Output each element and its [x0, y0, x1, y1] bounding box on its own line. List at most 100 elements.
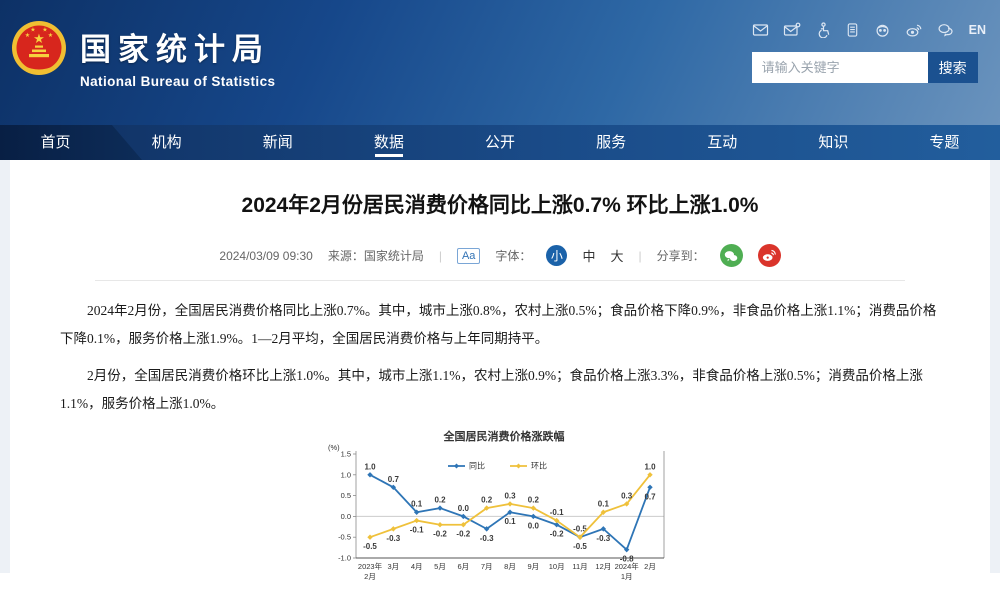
- svg-text:9月: 9月: [527, 562, 539, 571]
- search-button[interactable]: 搜索: [927, 52, 978, 83]
- svg-text:10月: 10月: [549, 562, 565, 571]
- site-banner: ★ ★ ★ ★ ★ 国家统计局 National Bureau of Stati…: [0, 0, 1000, 125]
- banner-icon-row: EN: [752, 21, 986, 39]
- svg-text:0.3: 0.3: [621, 491, 633, 500]
- svg-text:1.0: 1.0: [364, 462, 376, 471]
- wechat-icon[interactable]: [937, 22, 955, 38]
- nav-item-5[interactable]: 服务: [596, 134, 627, 151]
- svg-text:同比: 同比: [469, 460, 485, 470]
- nav-item-3[interactable]: 数据: [373, 134, 404, 151]
- svg-text:-0.3: -0.3: [386, 534, 400, 543]
- svg-text:1.5: 1.5: [341, 449, 351, 458]
- svg-text:-0.1: -0.1: [410, 525, 424, 534]
- svg-text:12月: 12月: [595, 562, 611, 571]
- svg-text:-0.2: -0.2: [550, 529, 564, 538]
- svg-text:0.7: 0.7: [644, 492, 656, 501]
- svg-text:★: ★: [42, 27, 47, 34]
- cpi-line-chart: 全国居民消费价格涨跌幅 (%) 1.5 1.0 0.5 0.0 -0.5 -1.0 2023年 2…: [326, 428, 674, 601]
- article-meta-row: 2024/03/09 09:30 来源：国家统计局 | Aa 字体： 小 中 大…: [95, 244, 905, 267]
- article-title: 2024年2月份居民消费价格同比上涨0.7% 环比上涨1.0%: [241, 194, 759, 217]
- svg-text:★: ★: [30, 27, 35, 34]
- article-page: 2024年2月份居民消费价格同比上涨0.7% 环比上涨1.0% 2024/03/…: [10, 160, 990, 598]
- svg-text:4月: 4月: [411, 562, 423, 571]
- site-title: 国家统计局: [80, 32, 270, 67]
- mobile-client-icon[interactable]: [845, 22, 860, 38]
- svg-text:11月: 11月: [572, 562, 587, 571]
- svg-text:0.0: 0.0: [458, 504, 470, 513]
- paragraph-mom: 2月份，全国居民消费价格环比上涨1.0%。其中，城市上涨1.1%，农村上涨0.9…: [60, 368, 923, 412]
- svg-text:-0.3: -0.3: [480, 534, 494, 543]
- svg-text:-0.2: -0.2: [456, 529, 470, 538]
- svg-text:1.0: 1.0: [644, 462, 656, 471]
- svg-text:0.2: 0.2: [481, 495, 493, 504]
- article-body: 2024年2月份，全国居民消费价格同比上涨0.7%。其中，城市上涨0.8%，农村…: [10, 281, 990, 418]
- svg-text:-0.5: -0.5: [573, 524, 587, 533]
- svg-text:环比: 环比: [531, 460, 547, 470]
- main-nav: 首页 机构 新闻 数据 公开 服务 互动 知识 专题: [0, 125, 1000, 160]
- nav-item-8[interactable]: 专题: [929, 134, 960, 151]
- svg-text:1.0: 1.0: [341, 470, 351, 479]
- font-size-large-button[interactable]: 大: [610, 249, 624, 264]
- svg-text:-1.0: -1.0: [338, 553, 351, 562]
- cpi-chart-svg: 全国居民消费价格涨跌幅(%)1.51.00.50.0-0.5-1.02023年2…: [328, 429, 665, 581]
- share-label: 分享到：: [656, 249, 705, 263]
- publish-datetime: 2024/03/09 09:30: [219, 248, 313, 263]
- svg-text:-0.3: -0.3: [596, 534, 610, 543]
- nav-item-4[interactable]: 公开: [484, 134, 515, 151]
- font-size-medium-button[interactable]: 中: [582, 249, 596, 264]
- svg-text:全国居民消费价格涨跌幅: 全国居民消费价格涨跌幅: [443, 429, 565, 443]
- svg-text:★: ★: [25, 32, 30, 39]
- svg-text:0.3: 0.3: [504, 491, 516, 500]
- svg-text:1月: 1月: [621, 572, 633, 581]
- language-toggle[interactable]: EN: [968, 23, 986, 37]
- paragraph-yoy: 2024年2月份，全国居民消费价格同比上涨0.7%。其中，城市上涨0.8%，农村…: [60, 303, 937, 346]
- search-bar: 搜索: [751, 52, 986, 83]
- svg-text:0.1: 0.1: [411, 499, 423, 508]
- svg-text:7月: 7月: [481, 562, 493, 571]
- accessibility-icon[interactable]: [815, 22, 831, 38]
- svg-text:0.1: 0.1: [504, 517, 516, 526]
- nav-item-1[interactable]: 机构: [151, 134, 182, 151]
- site-title-en: National Bureau of Statistics: [80, 74, 276, 89]
- national-emblem-icon: ★ ★ ★ ★ ★: [10, 17, 68, 84]
- nav-item-0[interactable]: 首页: [40, 134, 71, 151]
- weibo-icon[interactable]: [905, 22, 923, 38]
- svg-text:0.2: 0.2: [528, 495, 540, 504]
- svg-text:3月: 3月: [387, 562, 399, 571]
- svg-text:-0.5: -0.5: [338, 532, 351, 541]
- svg-text:★: ★: [33, 31, 45, 46]
- nav-item-6[interactable]: 互动: [707, 134, 738, 151]
- share-wechat-icon[interactable]: [719, 244, 743, 267]
- svg-text:2023年: 2023年: [358, 561, 383, 571]
- nav-item-7[interactable]: 知识: [818, 134, 849, 151]
- svg-text:0.2: 0.2: [434, 495, 446, 504]
- svg-text:0.7: 0.7: [388, 474, 400, 483]
- svg-text:★: ★: [48, 32, 53, 39]
- svg-text:-0.5: -0.5: [573, 542, 587, 551]
- svg-text:2024年: 2024年: [615, 561, 640, 571]
- mail-subscribe-icon[interactable]: [783, 22, 801, 38]
- nav-item-2[interactable]: 新闻: [262, 134, 293, 151]
- svg-text:(%): (%): [328, 443, 340, 452]
- font-size-small-button[interactable]: 小: [546, 245, 568, 266]
- nav-active-indicator: [374, 154, 403, 157]
- font-size-label: 字体：: [495, 249, 532, 263]
- robot-assistant-icon[interactable]: [874, 22, 891, 38]
- svg-text:-0.5: -0.5: [363, 542, 377, 551]
- svg-text:0.0: 0.0: [341, 512, 351, 521]
- svg-text:0.0: 0.0: [528, 521, 540, 530]
- font-size-icon[interactable]: Aa: [456, 247, 481, 264]
- svg-text:0.1: 0.1: [598, 499, 610, 508]
- search-input[interactable]: [751, 52, 928, 83]
- svg-text:-0.8: -0.8: [620, 554, 634, 563]
- svg-text:-0.2: -0.2: [433, 529, 447, 538]
- share-weibo-icon[interactable]: [757, 244, 781, 267]
- svg-text:5月: 5月: [434, 562, 446, 571]
- mail-icon[interactable]: [752, 22, 769, 38]
- svg-text:2月: 2月: [644, 562, 656, 571]
- svg-text:6月: 6月: [457, 562, 469, 571]
- svg-text:-0.1: -0.1: [550, 508, 564, 517]
- svg-text:8月: 8月: [504, 562, 516, 571]
- site-logo[interactable]: ★ ★ ★ ★ ★ 国家统计局 National Bureau of Stati…: [0, 0, 275, 125]
- svg-text:2月: 2月: [364, 572, 376, 581]
